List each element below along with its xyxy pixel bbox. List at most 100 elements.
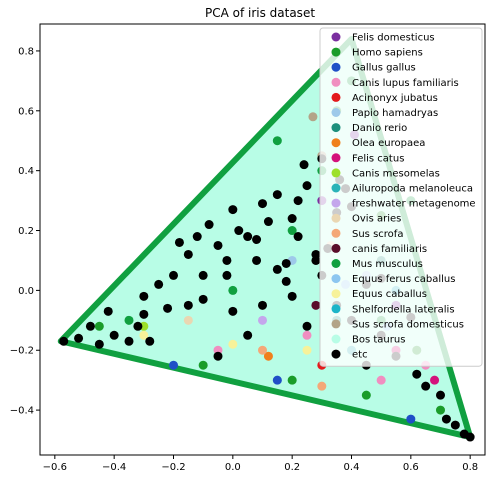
point-21-13 [198, 270, 208, 280]
point-21-10 [174, 237, 184, 247]
point-14-0 [311, 300, 321, 310]
point-21-9 [169, 270, 178, 280]
legend-label: Papio hamadryas [352, 108, 438, 119]
x-tick-label: −0.6 [43, 462, 67, 473]
x-tick-label: 0.4 [344, 462, 360, 473]
legend-marker [331, 213, 341, 223]
point-19-0 [308, 112, 318, 122]
point-21-16 [222, 255, 232, 265]
legend-label: Olea europaea [352, 138, 425, 149]
point-21-12 [192, 232, 202, 242]
point-21-40 [228, 306, 238, 316]
legend-marker [331, 334, 341, 344]
point-21-17 [228, 205, 238, 215]
point-21-49 [412, 369, 422, 379]
point-21-53 [450, 420, 460, 430]
legend-marker [331, 47, 341, 57]
x-tick-label: −0.4 [102, 462, 126, 473]
point-1-0 [94, 321, 104, 331]
point-1-7 [361, 390, 371, 400]
legend-label: Felis domesticus [352, 33, 435, 44]
x-tick-label: 0.0 [225, 462, 241, 473]
point-21-37 [183, 300, 193, 310]
point-21-65 [281, 258, 291, 268]
legend-label: freshwater metagenome [352, 199, 476, 210]
point-21-5 [124, 336, 134, 346]
legend-label: Sus scrofa domesticus [352, 319, 464, 330]
legend-label: etc [352, 350, 368, 361]
x-tick-label: 0.8 [462, 462, 478, 473]
legend-marker [331, 183, 341, 193]
legend-label: Sus scrofa [352, 229, 403, 240]
point-21-8 [154, 279, 164, 289]
legend-label: canis familiaris [352, 244, 427, 255]
point-11-0 [258, 315, 267, 325]
legend-label: Shelfordella lateralis [352, 304, 455, 315]
legend-marker [331, 198, 341, 208]
point-17-2 [302, 345, 312, 355]
legend-label: Equus caballus [352, 289, 427, 300]
point-1-5 [436, 405, 445, 415]
point-21-58 [243, 330, 253, 340]
legend-marker [331, 289, 341, 299]
point-15-0 [228, 285, 238, 295]
legend: Felis domesticus Homo sapiens Gallus gallu… [319, 27, 483, 367]
point-12-1 [183, 315, 193, 325]
legend-label: Homo sapiens [352, 48, 423, 59]
legend-marker [331, 92, 341, 102]
x-tick-label: −0.2 [161, 462, 185, 473]
point-21-11 [183, 249, 193, 259]
point-21-20 [252, 255, 262, 265]
point-1-4 [287, 375, 297, 385]
point-3-1 [376, 375, 386, 385]
point-21-68 [299, 160, 309, 170]
legend-marker [331, 153, 341, 163]
point-21-4 [109, 330, 119, 340]
point-21-50 [421, 381, 431, 391]
chart-title: PCA of iris dataset [205, 6, 315, 20]
x-axis: −0.6 −0.4 −0.2 0.0 0.2 0.4 0.6 0.8 [43, 455, 478, 473]
legend-marker [331, 77, 341, 87]
point-21-26 [293, 232, 303, 242]
y-tick-label: 0.4 [18, 166, 34, 177]
point-21-35 [145, 336, 155, 346]
point-8-1 [430, 375, 440, 385]
point-21-3 [94, 339, 104, 349]
y-tick-label: −0.2 [10, 346, 34, 357]
legend-label: Gallus gallus [352, 63, 416, 74]
legend-marker [331, 32, 341, 42]
legend-label: Acinonyx jubatus [352, 93, 438, 104]
point-21-25 [287, 214, 297, 224]
legend-marker [331, 259, 341, 268]
legend-marker [331, 319, 341, 329]
legend-marker [331, 274, 341, 284]
point-21-43 [302, 321, 312, 331]
point-21-18 [234, 226, 244, 236]
point-21-63 [222, 270, 232, 280]
legend-marker [331, 349, 341, 359]
point-21-38 [139, 309, 149, 319]
plot-frame [39, 23, 486, 456]
point-21-15 [213, 240, 223, 250]
legend-marker [331, 228, 341, 238]
legend-marker [331, 138, 341, 148]
legend-label: Danio rerio [352, 123, 407, 134]
point-21-60 [293, 196, 303, 206]
point-13-0 [317, 381, 327, 391]
legend-label: Equus ferus caballus [352, 274, 455, 285]
point-15-4 [272, 136, 282, 146]
legend-label: Canis mesomelas [352, 168, 440, 179]
point-21-6 [133, 321, 143, 331]
point-21-64 [311, 249, 321, 259]
point-21-51 [436, 390, 445, 400]
y-tick-label: 0.8 [18, 46, 34, 57]
point-17-1 [228, 339, 238, 349]
point-21-52 [441, 414, 451, 424]
x-tick-label: 0.6 [403, 462, 419, 473]
y-tick-label: 0.2 [18, 226, 34, 237]
point-21-2 [85, 321, 95, 331]
legend-marker [331, 108, 341, 117]
legend-label: Felis catus [352, 153, 404, 164]
point-20-6 [169, 285, 178, 295]
